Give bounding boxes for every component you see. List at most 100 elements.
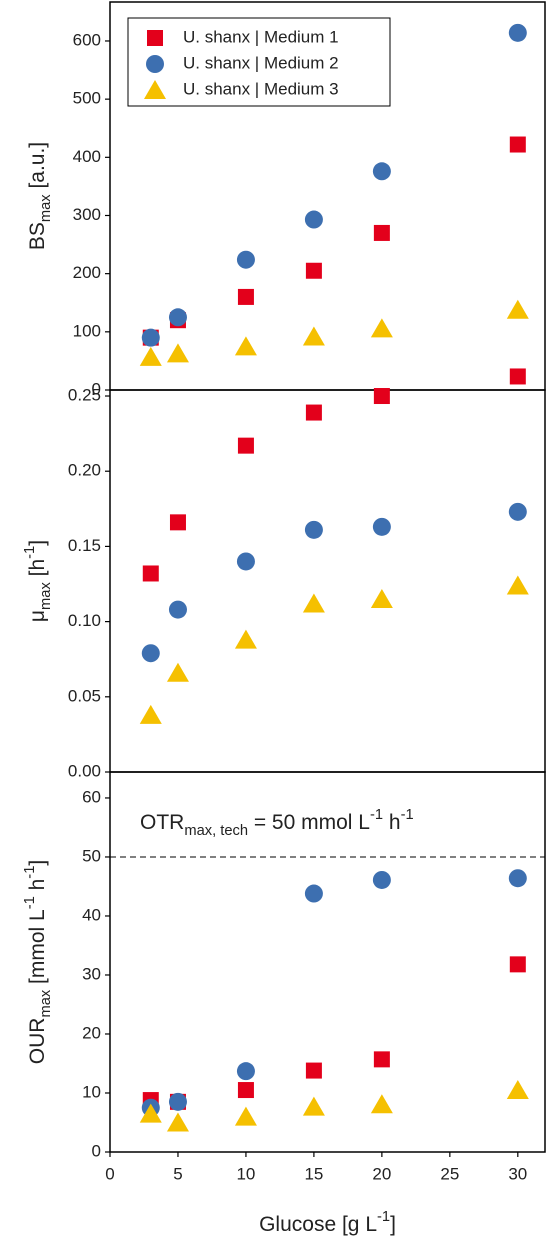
legend-box: [127, 17, 391, 107]
y-tick-label: 0.10: [68, 611, 101, 630]
marker-circle: [508, 869, 527, 888]
y-tick-label: 0.15: [68, 536, 101, 555]
y-axis-label-part: [h: [26, 559, 49, 582]
legend-label: U. shanx | Medium 1: [183, 27, 339, 46]
y-tick-label: 0.00: [68, 761, 101, 780]
y-axis-label-part: -1: [22, 546, 38, 559]
y-axis-label-part: ]: [26, 860, 49, 866]
legend-marker: [146, 55, 164, 73]
marker-circle: [168, 308, 187, 327]
marker-square: [305, 262, 322, 279]
marker-circle: [508, 23, 527, 42]
y-tick-label: 100: [73, 321, 101, 340]
marker-circle: [372, 870, 391, 889]
y-axis-label-part: max: [38, 194, 54, 222]
annotation-part: -1: [401, 807, 414, 823]
marker-circle: [304, 210, 323, 229]
marker-circle: [168, 600, 187, 619]
marker-triangle: [139, 704, 162, 724]
marker-triangle: [302, 593, 325, 613]
y-axis-label-part: max: [38, 582, 54, 610]
marker-square: [142, 565, 159, 582]
plot-frame: [109, 389, 546, 773]
annotation-part: max, tech: [184, 823, 248, 839]
y-axis-label: μmax [h-1]: [22, 540, 54, 622]
marker-square: [373, 388, 390, 405]
y-axis-label-part: -1: [22, 896, 38, 909]
y-tick-label: 200: [73, 263, 101, 282]
plot-frame: [109, 771, 546, 1153]
annotation-part: OTR: [140, 811, 184, 834]
marker-triangle: [166, 662, 189, 682]
y-tick-label: 0.05: [68, 686, 101, 705]
marker-square: [237, 288, 254, 305]
marker-square: [509, 956, 526, 973]
legend-label: U. shanx | Medium 3: [183, 79, 339, 98]
y-tick-label: 300: [73, 205, 101, 224]
x-axis-label-part: ]: [390, 1213, 396, 1236]
legend-label: U. shanx | Medium 2: [183, 53, 339, 72]
y-axis-label-part: ]: [26, 540, 49, 546]
marker-circle: [372, 517, 391, 536]
marker-triangle: [166, 1112, 189, 1132]
marker-triangle: [506, 575, 529, 595]
marker-square: [237, 1082, 254, 1099]
marker-circle: [236, 552, 255, 571]
marker-triangle: [302, 1096, 325, 1116]
marker-square: [305, 1062, 322, 1079]
y-tick-label: 50: [82, 846, 101, 865]
y-tick-label: 600: [73, 30, 101, 49]
y-tick-label: 40: [82, 905, 101, 924]
x-tick-label: 20: [372, 1164, 391, 1183]
marker-triangle: [166, 343, 189, 363]
y-axis-label-part: [mmol L: [26, 909, 49, 990]
marker-triangle: [370, 589, 393, 609]
x-axis-label: Glucose [g L-1]: [259, 1209, 396, 1236]
x-tick-label: 5: [173, 1164, 182, 1183]
marker-circle: [141, 644, 160, 663]
y-tick-label: 10: [82, 1082, 101, 1101]
y-tick-label: 500: [73, 89, 101, 108]
marker-square: [509, 368, 526, 385]
annotation: OTRmax, tech = 50 mmol L-1 h-1: [140, 807, 414, 839]
y-tick-label: 400: [73, 147, 101, 166]
x-axis-label-part: -1: [377, 1209, 390, 1225]
x-tick-label: 0: [105, 1164, 114, 1183]
marker-circle: [304, 884, 323, 903]
y-axis-label: BSmax [a.u.]: [26, 142, 54, 250]
y-tick-label: 0.25: [68, 386, 101, 405]
marker-square: [169, 514, 186, 531]
y-axis-label-part: μ: [26, 610, 49, 622]
y-axis-label-part: -1: [22, 866, 38, 879]
y-axis-label-part: h: [26, 879, 49, 897]
marker-triangle: [234, 629, 257, 649]
x-tick-label: 15: [304, 1164, 323, 1183]
annotation-part: -1: [370, 807, 383, 823]
marker-triangle: [234, 336, 257, 356]
marker-triangle: [370, 1094, 393, 1114]
x-axis-label-part: Glucose [g L: [259, 1213, 377, 1236]
x-tick-label: 30: [508, 1164, 527, 1183]
marker-circle: [508, 502, 527, 521]
marker-circle: [304, 520, 323, 539]
y-tick-label: 0: [92, 379, 101, 398]
marker-triangle: [506, 299, 529, 319]
x-tick-label: 25: [440, 1164, 459, 1183]
marker-square: [373, 1051, 390, 1068]
y-axis-label-part: OUR: [26, 1018, 49, 1065]
y-tick-label: 0.20: [68, 461, 101, 480]
marker-triangle: [139, 346, 162, 366]
y-axis-label-part: [a.u.]: [26, 142, 49, 195]
marker-square: [373, 224, 390, 241]
legend-marker: [144, 80, 166, 99]
annotation-part: = 50 mmol L: [248, 811, 370, 834]
y-axis-label-part: max: [38, 989, 54, 1017]
marker-square: [237, 437, 254, 454]
marker-triangle: [139, 1103, 162, 1123]
y-tick-label: 60: [82, 787, 101, 806]
marker-circle: [168, 1092, 187, 1111]
marker-circle: [372, 162, 391, 181]
marker-triangle: [234, 1106, 257, 1126]
y-tick-label: 20: [82, 1023, 101, 1042]
marker-circle: [236, 1062, 255, 1081]
